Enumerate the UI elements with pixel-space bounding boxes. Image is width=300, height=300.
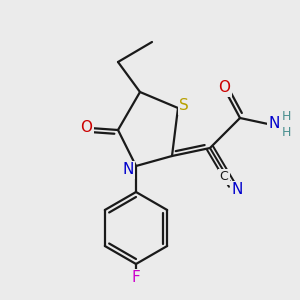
Text: N: N bbox=[268, 116, 280, 131]
Text: O: O bbox=[80, 121, 92, 136]
Text: F: F bbox=[132, 271, 140, 286]
Text: C: C bbox=[220, 170, 228, 184]
Text: H: H bbox=[281, 110, 291, 122]
Text: H: H bbox=[281, 125, 291, 139]
Text: O: O bbox=[218, 80, 230, 95]
Text: S: S bbox=[179, 98, 189, 113]
Text: N: N bbox=[122, 163, 134, 178]
Text: N: N bbox=[231, 182, 243, 197]
